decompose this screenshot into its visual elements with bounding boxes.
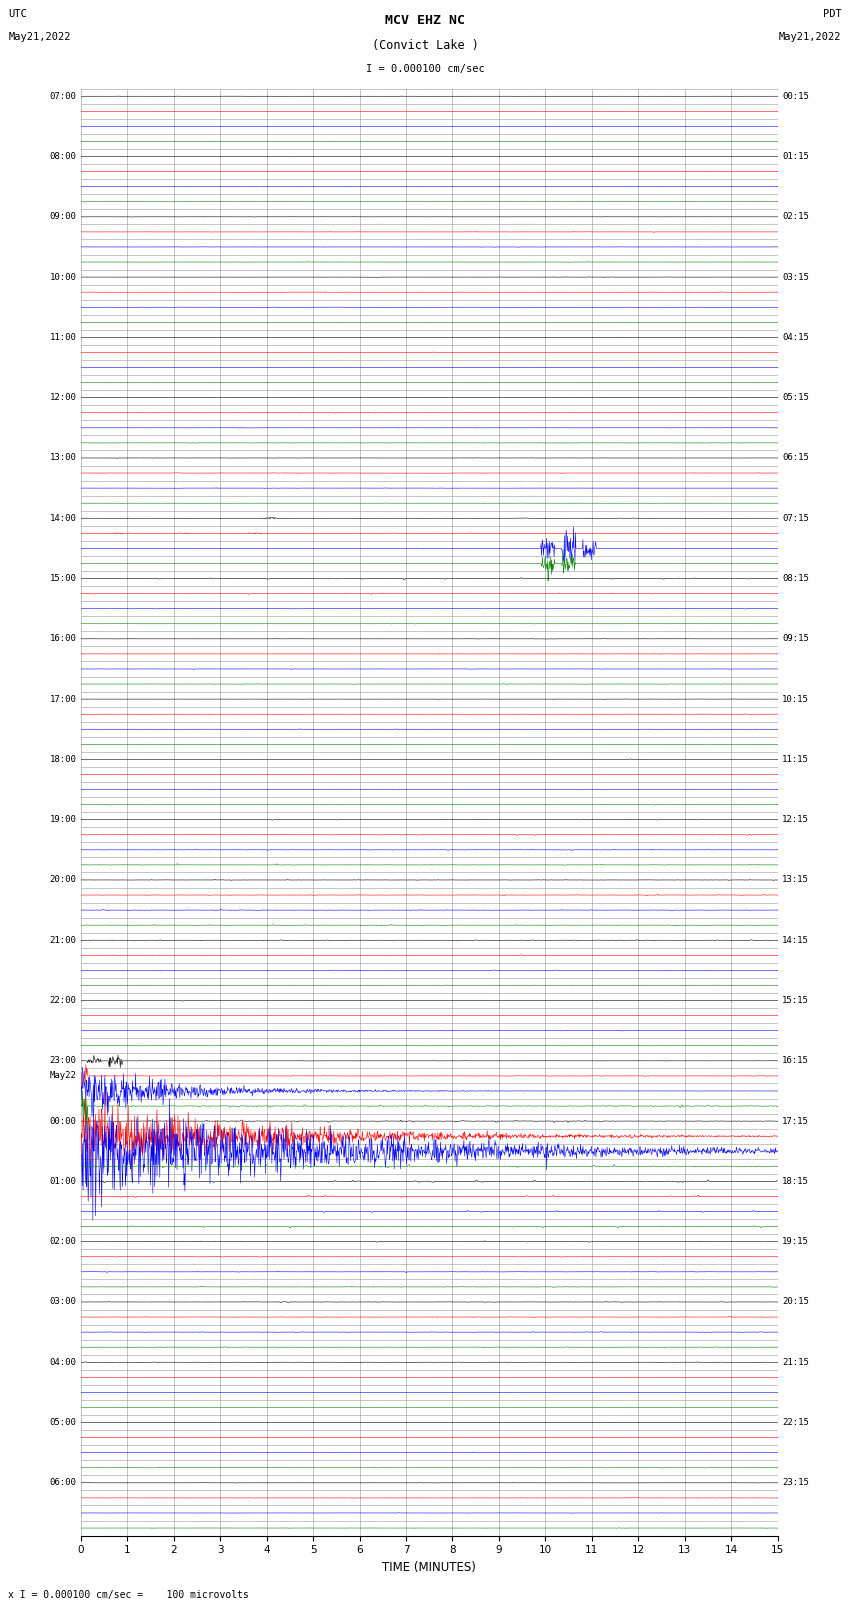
Text: PDT: PDT xyxy=(823,10,842,19)
Text: 04:00: 04:00 xyxy=(49,1358,76,1366)
Text: May21,2022: May21,2022 xyxy=(8,32,71,42)
Text: 14:15: 14:15 xyxy=(782,936,809,945)
Text: 18:00: 18:00 xyxy=(49,755,76,765)
Text: UTC: UTC xyxy=(8,10,27,19)
Text: (Convict Lake ): (Convict Lake ) xyxy=(371,39,479,52)
Text: 10:00: 10:00 xyxy=(49,273,76,282)
Text: 17:00: 17:00 xyxy=(49,695,76,703)
Text: 11:00: 11:00 xyxy=(49,332,76,342)
Text: 06:15: 06:15 xyxy=(782,453,809,463)
Text: 00:15: 00:15 xyxy=(782,92,809,100)
Text: 01:00: 01:00 xyxy=(49,1177,76,1186)
Text: 23:15: 23:15 xyxy=(782,1479,809,1487)
Text: 20:15: 20:15 xyxy=(782,1297,809,1307)
Text: 20:00: 20:00 xyxy=(49,876,76,884)
Text: 23:00: 23:00 xyxy=(49,1057,76,1065)
Text: 07:15: 07:15 xyxy=(782,515,809,523)
Text: MCV EHZ NC: MCV EHZ NC xyxy=(385,15,465,27)
Text: 15:15: 15:15 xyxy=(782,997,809,1005)
Text: 05:15: 05:15 xyxy=(782,394,809,402)
Text: 07:00: 07:00 xyxy=(49,92,76,100)
Text: 16:15: 16:15 xyxy=(782,1057,809,1065)
Text: 14:00: 14:00 xyxy=(49,515,76,523)
Text: 01:15: 01:15 xyxy=(782,152,809,161)
Text: 03:15: 03:15 xyxy=(782,273,809,282)
Text: 19:15: 19:15 xyxy=(782,1237,809,1247)
Text: 13:15: 13:15 xyxy=(782,876,809,884)
Text: x I = 0.000100 cm/sec =    100 microvolts: x I = 0.000100 cm/sec = 100 microvolts xyxy=(8,1590,249,1600)
Text: 04:15: 04:15 xyxy=(782,332,809,342)
Text: 02:15: 02:15 xyxy=(782,213,809,221)
Text: 09:00: 09:00 xyxy=(49,213,76,221)
Text: 03:00: 03:00 xyxy=(49,1297,76,1307)
Text: 21:15: 21:15 xyxy=(782,1358,809,1366)
Text: 11:15: 11:15 xyxy=(782,755,809,765)
Text: 08:00: 08:00 xyxy=(49,152,76,161)
Text: 12:15: 12:15 xyxy=(782,815,809,824)
Text: 22:15: 22:15 xyxy=(782,1418,809,1428)
Text: 16:00: 16:00 xyxy=(49,634,76,644)
Text: 12:00: 12:00 xyxy=(49,394,76,402)
Text: 05:00: 05:00 xyxy=(49,1418,76,1428)
Text: 09:15: 09:15 xyxy=(782,634,809,644)
Text: 22:00: 22:00 xyxy=(49,997,76,1005)
Text: 15:00: 15:00 xyxy=(49,574,76,582)
Text: May21,2022: May21,2022 xyxy=(779,32,842,42)
Text: 10:15: 10:15 xyxy=(782,695,809,703)
Text: 00:00: 00:00 xyxy=(49,1116,76,1126)
Text: 13:00: 13:00 xyxy=(49,453,76,463)
Text: 17:15: 17:15 xyxy=(782,1116,809,1126)
Text: 19:00: 19:00 xyxy=(49,815,76,824)
Text: 02:00: 02:00 xyxy=(49,1237,76,1247)
Text: May22: May22 xyxy=(49,1071,76,1081)
Text: 21:00: 21:00 xyxy=(49,936,76,945)
Text: 06:00: 06:00 xyxy=(49,1479,76,1487)
Text: 08:15: 08:15 xyxy=(782,574,809,582)
Text: I = 0.000100 cm/sec: I = 0.000100 cm/sec xyxy=(366,65,484,74)
X-axis label: TIME (MINUTES): TIME (MINUTES) xyxy=(382,1561,476,1574)
Text: 18:15: 18:15 xyxy=(782,1177,809,1186)
